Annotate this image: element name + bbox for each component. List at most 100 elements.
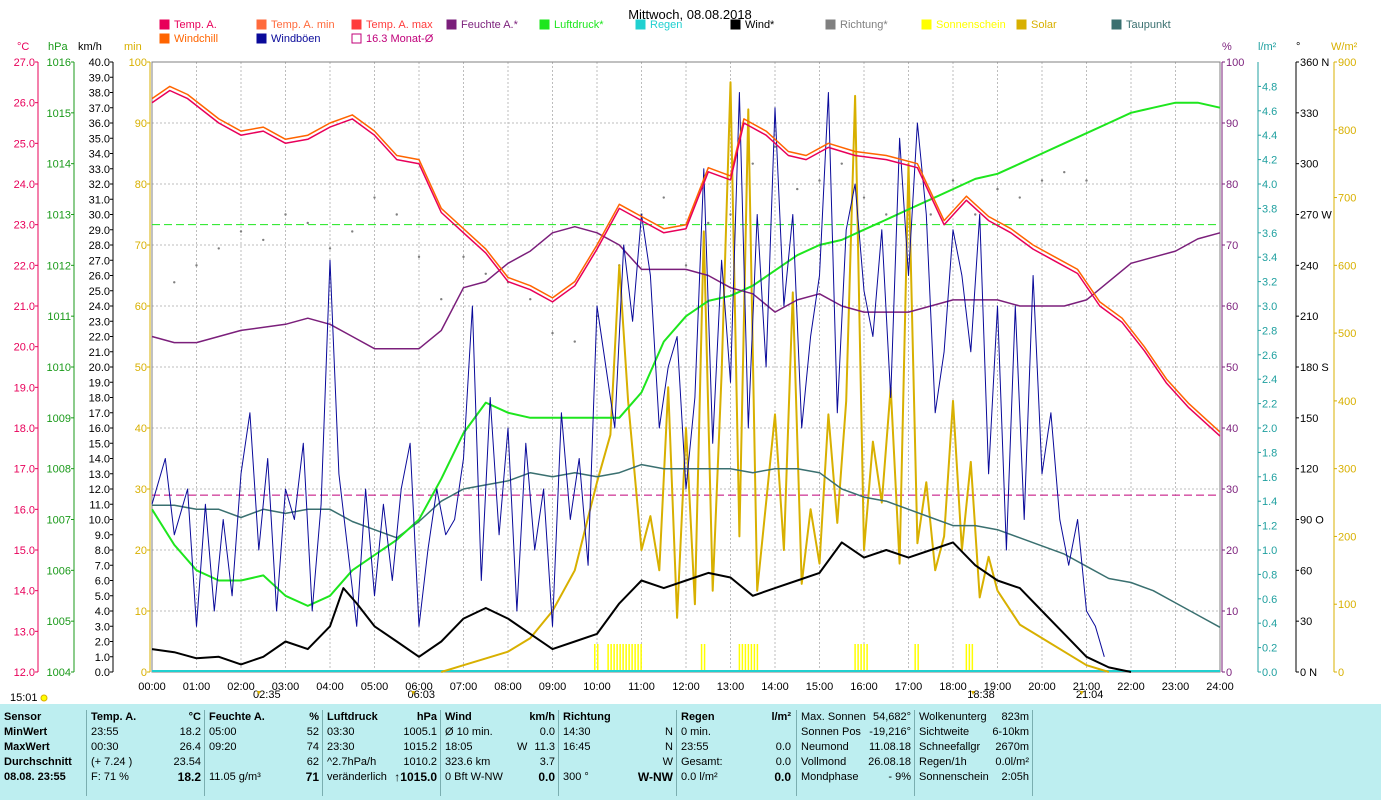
series-point-richtung [840, 162, 843, 165]
x-tick-label-16: 16:00 [850, 681, 878, 693]
axis-tick-solar-0: 900 [1338, 57, 1356, 69]
axis-tick-wind-26: 14.0 [89, 454, 110, 466]
axis-tick-rain-11: 2.6 [1262, 350, 1277, 362]
axes: 27.0 26.0 25.0 24.0 23.0 22.0 21.0 20.0 19.0 18.0… [14, 57, 1357, 679]
x-marker-arrow-sunset [971, 691, 976, 695]
axis-tick-direction-0: 360 N [1300, 57, 1329, 69]
axis-tick-wind-1: 39.0 [89, 72, 110, 84]
series-point-richtung [951, 179, 955, 182]
legend-swatch-7 [825, 19, 836, 30]
legend-label-7: Richtung* [840, 19, 888, 31]
axis-tick-temp-1: 26.0 [14, 98, 35, 110]
x-tick-label-20: 20:00 [1028, 681, 1056, 693]
axis-tick-temp-3: 24.0 [14, 179, 35, 191]
axis-tick-wind-40: 0.0 [95, 667, 110, 679]
axis-tick-rain-24: 0.0 [1262, 667, 1277, 679]
axis-tick-pressure-5: 1011 [47, 311, 71, 323]
axis-tick-wind-33: 7.0 [95, 560, 110, 572]
axis-tick-rain-17: 1.4 [1262, 496, 1277, 508]
axis-tick-rain-9: 3.0 [1262, 301, 1277, 313]
series-point-richtung [729, 213, 732, 216]
legend-swatch-9 [1016, 19, 1027, 30]
axis-tick-solar-3: 600 [1338, 260, 1356, 272]
legend-swatch-12 [256, 33, 267, 44]
axis-tick-temp-5: 22.0 [14, 260, 35, 272]
axis-tick-solar-7: 200 [1338, 531, 1356, 543]
axis-tick-rain-13: 2.2 [1262, 399, 1277, 411]
series-point-richtung [573, 340, 576, 343]
axis-tick-wind-8: 32.0 [89, 179, 110, 191]
axis-tick-rain-3: 4.2 [1262, 155, 1277, 167]
series-point-richtung [417, 255, 421, 259]
current-time-sun-icon [40, 694, 48, 702]
axis-tick-solar-4: 500 [1338, 328, 1356, 340]
axis-tick-temp-8: 19.0 [14, 382, 35, 394]
series-point-richtung [929, 213, 932, 216]
axis-tick-sun_min-1: 90 [135, 118, 147, 130]
series-line-luftdruck [151, 101, 1221, 607]
x-tick-label-5: 05:00 [361, 681, 389, 693]
axis-tick-wind-20: 20.0 [89, 362, 110, 374]
x-tick-label-19: 19:00 [984, 681, 1012, 693]
axis-tick-pressure-2: 1014 [47, 159, 71, 171]
series-point-richtung [217, 247, 220, 250]
axis-tick-wind-34: 6.0 [95, 576, 110, 588]
unit-label-temp: °C [17, 41, 29, 53]
axis-tick-solar-2: 700 [1338, 193, 1356, 205]
unit-label-direction: ° [1296, 41, 1300, 53]
series-point-richtung [773, 145, 777, 148]
pressure-column: Luftdruck hPa 03:30 1005.1 23:30 1015.2 ^2.… [322, 710, 441, 796]
axis-tick-wind-25: 15.0 [89, 438, 110, 450]
axis-tick-sun_min-8: 20 [135, 545, 147, 557]
axis-tick-pressure-6: 1010 [47, 362, 71, 374]
x-marker-sunrise: 02:35 [253, 689, 281, 701]
axis-tick-rain-14: 2.0 [1262, 423, 1277, 435]
series-line-wind [151, 541, 1132, 673]
axis-tick-wind-31: 9.0 [95, 530, 110, 542]
axis-tick-rain-19: 1.0 [1262, 545, 1277, 557]
axis-tick-humidity-3: 70 [1226, 240, 1238, 252]
x-tick-label-22: 22:00 [1117, 681, 1145, 693]
axis-tick-wind-15: 25.0 [89, 286, 110, 298]
axis-tick-wind-22: 18.0 [89, 393, 110, 405]
axis-tick-rain-16: 1.6 [1262, 472, 1277, 484]
x-tick-label-7: 07:00 [450, 681, 478, 693]
direction-column: Richtung 14:30 N 16:45 N W 300 ° W-NW [558, 710, 677, 796]
sensor-column: Sensor MinWert MaxWert Durchschnitt 08.0… [4, 711, 72, 783]
axis-tick-direction-9: 90 O [1300, 515, 1324, 527]
axis-tick-sun_min-2: 80 [135, 179, 147, 191]
axis-tick-rain-5: 3.8 [1262, 203, 1277, 215]
axis-tick-solar-1: 800 [1338, 125, 1356, 137]
chart-title: Mittwoch, 08.08.2018 [628, 7, 752, 22]
series-point-richtung [818, 179, 821, 182]
legend-swatch-10 [1111, 19, 1122, 30]
axis-tick-direction-8: 120 [1300, 464, 1318, 476]
axis-tick-solar-8: 100 [1338, 599, 1356, 611]
legend-label-9: Solar [1031, 19, 1057, 31]
axis-tick-temp-12: 15.0 [14, 545, 35, 557]
x-tick-label-2: 02:00 [227, 681, 255, 693]
axis-tick-wind-13: 27.0 [89, 255, 110, 267]
axis-tick-wind-21: 19.0 [89, 377, 110, 389]
series-line-taupunkt [152, 463, 1221, 628]
axis-tick-temp-14: 13.0 [14, 626, 35, 638]
axis-tick-direction-12: 0 N [1300, 667, 1317, 679]
axis-tick-wind-19: 21.0 [89, 347, 110, 359]
legend-swatch-4 [539, 19, 550, 30]
x-marker-dawn: 06:03 [407, 689, 435, 701]
x-tick-label-10: 10:00 [583, 681, 611, 693]
x-tick-label-6: 06:00 [405, 681, 433, 693]
series-point-richtung [796, 187, 799, 191]
axis-tick-wind-11: 29.0 [89, 225, 110, 237]
x-tick-label-15: 15:00 [806, 681, 834, 693]
legend-label-2: Temp. A. max [366, 19, 433, 31]
legend-label-13: 16.3 Monat-Ø [366, 33, 434, 45]
series-point-richtung [284, 213, 287, 216]
x-tick-label-11: 11:00 [628, 681, 655, 693]
axis-tick-direction-4: 240 [1300, 260, 1318, 272]
temp-column: Temp. A. °C 23:55 18.2 00:30 26.4 (+ 7.24 )… [86, 710, 205, 796]
series-point-richtung [529, 298, 532, 301]
axis-tick-wind-39: 1.0 [95, 652, 110, 664]
series-point-richtung [1018, 196, 1021, 199]
axis-tick-humidity-9: 10 [1226, 606, 1238, 618]
